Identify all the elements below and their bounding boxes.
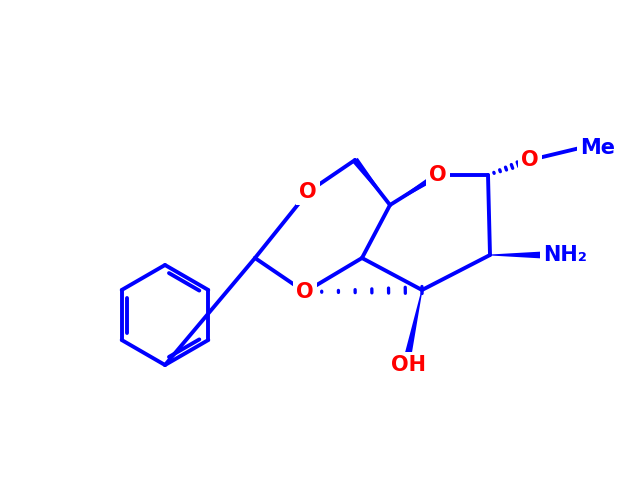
Text: O: O bbox=[429, 165, 447, 185]
Polygon shape bbox=[404, 290, 422, 356]
Polygon shape bbox=[490, 251, 543, 258]
Text: NH₂: NH₂ bbox=[543, 245, 587, 265]
Polygon shape bbox=[390, 172, 440, 205]
Polygon shape bbox=[352, 158, 390, 205]
Text: O: O bbox=[521, 150, 539, 170]
Text: Me: Me bbox=[580, 138, 615, 158]
Text: OH: OH bbox=[390, 355, 426, 375]
Text: O: O bbox=[296, 282, 314, 302]
Text: O: O bbox=[299, 182, 317, 202]
